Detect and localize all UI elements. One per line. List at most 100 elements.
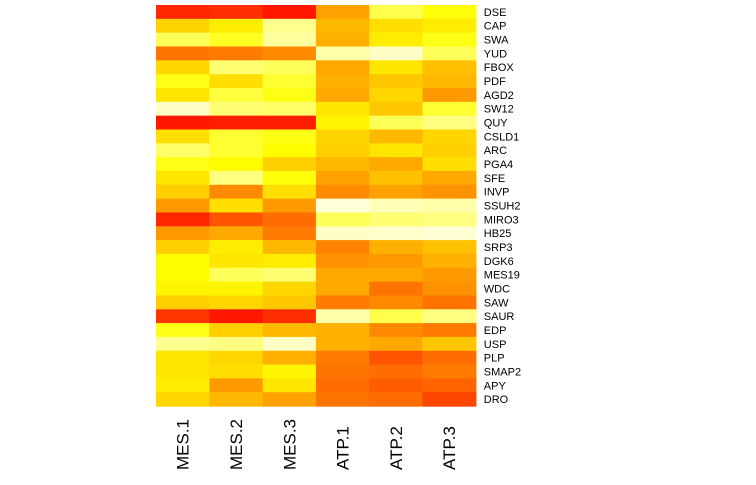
heatmap-cell-DGK6-ATP.1 [315, 253, 370, 269]
heatmap-cell-INVP-MES.1 [156, 184, 210, 200]
heatmap-cell-SW12-MES.2 [209, 101, 264, 117]
heatmap-cell-PDF-MES.3 [262, 74, 317, 89]
heatmap-cell-HB25-ATP.2 [369, 226, 424, 241]
heatmap-cell-PDF-ATP.3 [422, 74, 477, 89]
heatmap-cell-WDC-MES.2 [209, 281, 264, 297]
heatmap-cell-MIRO3-MES.3 [262, 212, 317, 227]
heatmap-cell-MES19-MES.1 [156, 267, 210, 283]
row-label: HB25 [484, 228, 512, 240]
heatmap-cell-SAW-MES.1 [156, 295, 210, 310]
heatmap-cell-PLP-MES.2 [209, 350, 264, 366]
heatmap-cell-ARC-ATP.3 [422, 143, 477, 158]
heatmap-cell-CSLD1-ATP.2 [369, 129, 424, 144]
heatmap-cell-ARC-MES.3 [262, 143, 317, 158]
heatmap-cell-SFE-MES.1 [156, 170, 210, 186]
heatmap-cell-SW12-ATP.1 [315, 101, 370, 117]
row-label: SFE [484, 173, 505, 185]
row-label: SSUH2 [484, 201, 521, 213]
heatmap-cell-SFE-MES.3 [262, 170, 317, 186]
row-label: QUY [484, 118, 509, 130]
row-label: DGK6 [484, 256, 514, 268]
heatmap-cell-DGK6-ATP.2 [369, 253, 424, 269]
heatmap-cell-SWA-ATP.1 [315, 32, 370, 48]
heatmap-cell-SWA-MES.2 [209, 32, 264, 48]
heatmap-cell-DRO-ATP.1 [315, 392, 370, 407]
heatmap-cell-DRO-ATP.2 [369, 392, 424, 407]
heatmap-cell-SMAP2-ATP.3 [422, 364, 477, 380]
heatmap-cell-USP-MES.1 [156, 336, 210, 352]
heatmap-cell-USP-ATP.1 [315, 336, 370, 352]
heatmap-cell-FBOX-ATP.1 [315, 60, 370, 75]
heatmap-cell-INVP-ATP.3 [422, 184, 477, 200]
row-label: SRP3 [484, 242, 513, 254]
heatmap-cell-QUY-ATP.3 [422, 115, 477, 131]
heatmap-cell-CAP-MES.2 [209, 18, 264, 34]
heatmap-cell-USP-MES.3 [262, 336, 317, 352]
heatmap-cell-MIRO3-MES.2 [209, 212, 264, 227]
heatmap-cell-FBOX-MES.3 [262, 60, 317, 75]
heatmap-cell-DSE-ATP.2 [369, 5, 424, 20]
heatmap-cell-APY-MES.3 [262, 378, 317, 393]
heatmap-cell-INVP-ATP.2 [369, 184, 424, 200]
heatmap-cell-SSUH2-ATP.1 [315, 198, 370, 214]
heatmap-cell-SSUH2-MES.3 [262, 198, 317, 214]
heatmap-cell-WDC-ATP.2 [369, 281, 424, 297]
heatmap-cell-AGD2-MES.1 [156, 87, 210, 103]
row-label: FBOX [484, 62, 515, 74]
heatmap-cell-SAUR-MES.3 [262, 309, 317, 324]
heatmap-cell-INVP-MES.2 [209, 184, 264, 200]
heatmap-cell-SFE-ATP.1 [315, 170, 370, 186]
heatmap-cell-CSLD1-ATP.1 [315, 129, 370, 144]
heatmap-cell-DSE-MES.3 [262, 5, 317, 20]
heatmap-cell-SAW-ATP.3 [422, 295, 477, 310]
heatmap-cell-SSUH2-ATP.2 [369, 198, 424, 214]
heatmap-cell-PLP-ATP.1 [315, 350, 370, 366]
row-label: USP [484, 339, 507, 351]
heatmap-cell-HB25-MES.3 [262, 226, 317, 241]
heatmap-cell-AGD2-ATP.3 [422, 87, 477, 103]
heatmap-cell-SRP3-MES.2 [209, 240, 264, 255]
heatmap-cell-CAP-MES.3 [262, 18, 317, 34]
heatmap-cell-CSLD1-MES.3 [262, 129, 317, 144]
heatmap-cell-SAUR-ATP.3 [422, 309, 477, 324]
heatmap-cell-ARC-MES.2 [209, 143, 264, 158]
heatmap-cell-AGD2-MES.2 [209, 87, 264, 103]
row-label: DRO [484, 394, 509, 406]
row-label: ARC [484, 145, 507, 157]
row-label: CAP [484, 21, 507, 33]
heatmap-cell-PDF-ATP.1 [315, 74, 370, 89]
row-label: PDF [484, 76, 506, 88]
heatmap-cell-SMAP2-MES.2 [209, 364, 264, 380]
heatmap-cell-SAW-MES.2 [209, 295, 264, 310]
heatmap-cell-PGA4-ATP.2 [369, 157, 424, 172]
column-label: MES.1 [174, 419, 193, 470]
row-label: MES19 [484, 270, 520, 282]
heatmap-cell-HB25-ATP.1 [315, 226, 370, 241]
heatmap-cell-SRP3-ATP.2 [369, 240, 424, 255]
heatmap-cell-QUY-MES.2 [209, 115, 264, 131]
heatmap-cell-MIRO3-ATP.1 [315, 212, 370, 227]
heatmap-cell-EDP-MES.1 [156, 323, 210, 338]
heatmap-cell-PLP-MES.3 [262, 350, 317, 366]
heatmap-cell-SWA-MES.3 [262, 32, 317, 48]
heatmap-cell-QUY-ATP.2 [369, 115, 424, 131]
heatmap-cell-DGK6-ATP.3 [422, 253, 477, 269]
heatmap-cell-PLP-MES.1 [156, 350, 210, 366]
column-label: MES.2 [227, 419, 246, 470]
heatmap-cell-ARC-ATP.1 [315, 143, 370, 158]
heatmap-cell-EDP-MES.3 [262, 323, 317, 338]
heatmap-cell-SW12-ATP.2 [369, 101, 424, 117]
row-label: MIRO3 [484, 214, 519, 226]
heatmap-cell-SWA-MES.1 [156, 32, 210, 48]
heatmap-cell-SW12-MES.3 [262, 101, 317, 117]
heatmap-cell-AGD2-MES.3 [262, 87, 317, 103]
heatmap-cell-YUD-ATP.2 [369, 46, 424, 61]
column-label: ATP.3 [440, 426, 459, 470]
heatmap-cell-APY-MES.2 [209, 378, 264, 393]
heatmap-cell-SFE-MES.2 [209, 170, 264, 186]
heatmap-cell-YUD-MES.3 [262, 46, 317, 61]
heatmap-cell-PLP-ATP.2 [369, 350, 424, 366]
heatmap-cell-QUY-MES.1 [156, 115, 210, 131]
